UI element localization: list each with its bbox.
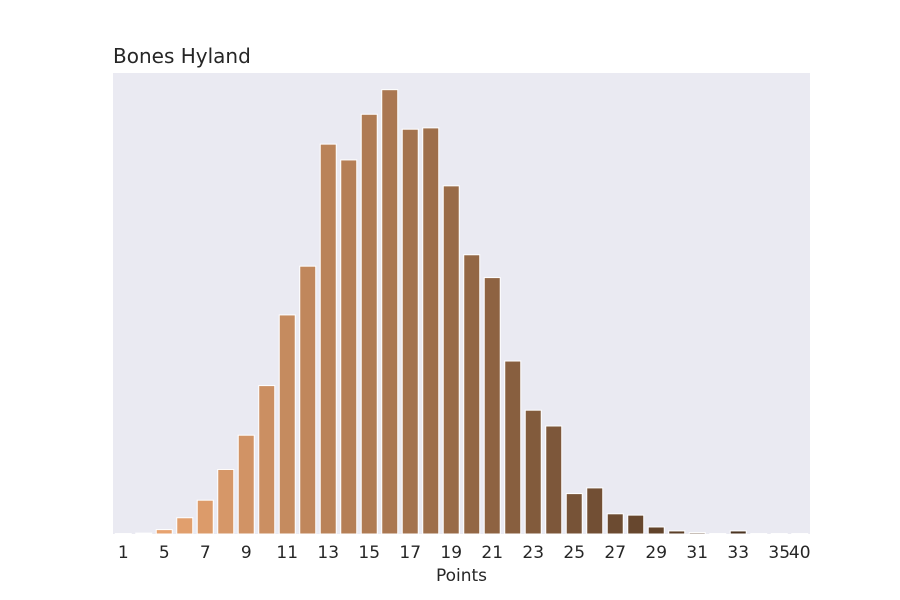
bar-19 xyxy=(442,185,460,535)
bar-15 xyxy=(360,113,378,535)
x-tick-label: 19 xyxy=(440,543,462,563)
bar-5 xyxy=(155,529,173,535)
x-tick-label: 33 xyxy=(727,543,749,563)
x-tick-label: 17 xyxy=(399,543,421,563)
x-tick-label: 13 xyxy=(317,543,339,563)
bar-18 xyxy=(422,127,440,535)
bar-24 xyxy=(545,425,563,535)
bar-20 xyxy=(463,254,481,535)
x-tick-label: 7 xyxy=(200,543,211,563)
bar-12 xyxy=(299,265,317,535)
bar-29 xyxy=(647,526,665,535)
x-tick-label: 40 xyxy=(789,543,811,563)
bar-22 xyxy=(504,360,522,535)
x-tick-label: 9 xyxy=(241,543,252,563)
x-tick-label: 11 xyxy=(276,543,298,563)
bar-7 xyxy=(196,499,214,535)
bar-13 xyxy=(319,143,337,535)
chart-title: Bones Hyland xyxy=(113,44,251,68)
bar-6 xyxy=(176,517,194,535)
bars xyxy=(114,89,809,535)
x-tick-label: 29 xyxy=(645,543,667,563)
bar-17 xyxy=(401,128,419,535)
bar-21 xyxy=(483,277,501,535)
x-tick-label: 35 xyxy=(768,543,790,563)
bar-33 xyxy=(729,530,747,535)
bar-25 xyxy=(565,493,583,535)
x-tick-label: 1 xyxy=(118,543,129,563)
bar-9 xyxy=(237,434,255,535)
x-tick-label: 27 xyxy=(604,543,626,563)
x-tick-label: 21 xyxy=(481,543,503,563)
x-tick-label: 23 xyxy=(522,543,544,563)
bar-23 xyxy=(524,409,542,535)
bar-16 xyxy=(381,89,399,535)
bar-8 xyxy=(217,468,235,535)
bar-30 xyxy=(668,530,686,535)
bar-14 xyxy=(340,159,358,535)
bar-27 xyxy=(606,513,624,535)
bar-11 xyxy=(278,314,296,535)
x-tick-label: 5 xyxy=(159,543,170,563)
x-tick-label: 15 xyxy=(358,543,380,563)
plot-background xyxy=(113,73,810,534)
x-tick-label: 31 xyxy=(686,543,708,563)
x-axis-label: Points xyxy=(436,566,487,586)
bar-26 xyxy=(586,487,604,535)
bar-3 xyxy=(135,532,153,535)
x-tick-label: 25 xyxy=(563,543,585,563)
bar-31 xyxy=(688,532,706,535)
bar-10 xyxy=(258,385,276,535)
bar-28 xyxy=(627,514,645,535)
